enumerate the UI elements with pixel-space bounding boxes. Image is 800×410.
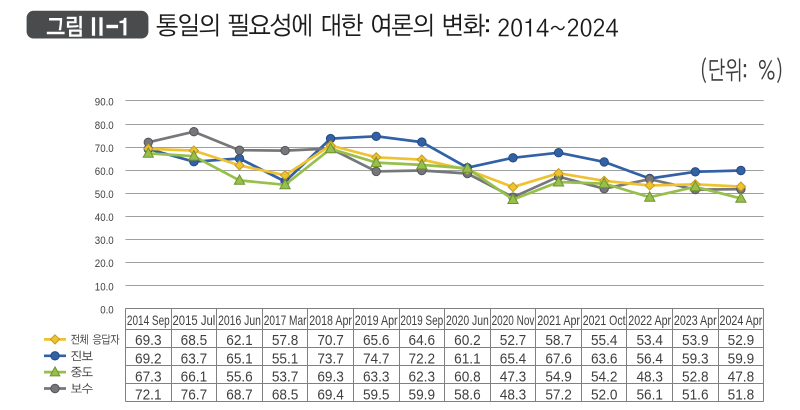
svg-text:60.8: 60.8 [454,368,481,385]
svg-text:52.7: 52.7 [500,332,527,349]
svg-text:62.3: 62.3 [409,368,436,385]
svg-text:72.1: 72.1 [135,387,162,404]
svg-text:63.3: 63.3 [363,368,390,385]
svg-text:51.6: 51.6 [682,387,709,404]
svg-text:56.4: 56.4 [636,350,663,367]
svg-text:69.4: 69.4 [317,387,344,404]
svg-text:72.2: 72.2 [409,350,436,367]
svg-text:30.0: 30.0 [95,235,114,247]
svg-text:40.0: 40.0 [95,212,114,224]
svg-text:2021 Apr: 2021 Apr [537,313,580,328]
svg-text:69.2: 69.2 [135,350,162,367]
svg-text:2021 Oct: 2021 Oct [583,313,626,328]
svg-text:2016 Jun: 2016 Jun [218,313,261,328]
svg-text:52.9: 52.9 [728,332,755,349]
svg-text:59.9: 59.9 [728,350,755,367]
svg-text:55.4: 55.4 [591,332,618,349]
svg-text:2017 Mar: 2017 Mar [264,313,307,328]
svg-text:10.0: 10.0 [95,281,114,293]
svg-text:54.9: 54.9 [545,368,572,385]
svg-text:2020 Jun: 2020 Jun [446,313,489,328]
svg-text:2015 Jul: 2015 Jul [173,313,216,328]
svg-text:48.3: 48.3 [500,387,527,404]
svg-text:53.7: 53.7 [272,368,299,385]
svg-text:63.7: 63.7 [181,350,208,367]
svg-text:54.2: 54.2 [591,368,618,385]
svg-text:59.5: 59.5 [363,387,390,404]
svg-text:70.0: 70.0 [95,143,114,155]
svg-text:48.3: 48.3 [636,368,663,385]
svg-text:63.6: 63.6 [591,350,618,367]
svg-text:80.0: 80.0 [95,120,114,132]
svg-text:2023 Apr: 2023 Apr [674,313,717,328]
svg-text:65.1: 65.1 [226,350,253,367]
svg-text:60.2: 60.2 [454,332,481,349]
svg-text:52.8: 52.8 [682,368,709,385]
svg-text:69.3: 69.3 [135,332,162,349]
svg-text:70.7: 70.7 [317,332,344,349]
svg-text:47.8: 47.8 [728,368,755,385]
svg-text:2014 Sep: 2014 Sep [127,313,170,328]
svg-text:67.6: 67.6 [545,350,572,367]
svg-text:47.3: 47.3 [500,368,527,385]
svg-text:0.0: 0.0 [100,304,114,316]
svg-text:68.7: 68.7 [226,387,253,404]
svg-text:52.0: 52.0 [591,387,618,404]
svg-text:20.0: 20.0 [95,258,114,270]
svg-text:74.7: 74.7 [363,350,390,367]
svg-text:55.1: 55.1 [272,350,299,367]
svg-text:59.9: 59.9 [409,387,436,404]
svg-text:65.4: 65.4 [500,350,527,367]
svg-text:66.1: 66.1 [181,368,208,385]
svg-text:57.8: 57.8 [272,332,299,349]
svg-text:53.9: 53.9 [682,332,709,349]
svg-text:55.6: 55.6 [226,368,253,385]
svg-text:2018 Apr: 2018 Apr [309,313,352,328]
svg-text:59.3: 59.3 [682,350,709,367]
svg-text:56.1: 56.1 [636,387,663,404]
svg-text:2019 Sep: 2019 Sep [400,313,443,328]
svg-text:61.1: 61.1 [454,350,481,367]
svg-text:73.7: 73.7 [317,350,344,367]
svg-text:68.5: 68.5 [272,387,299,404]
svg-text:65.6: 65.6 [363,332,390,349]
svg-text:2019 Apr: 2019 Apr [355,313,398,328]
svg-text:2022 Apr: 2022 Apr [628,313,671,328]
svg-text:50.0: 50.0 [95,189,114,201]
svg-text:2024 Apr: 2024 Apr [720,313,763,328]
svg-text:67.3: 67.3 [135,368,162,385]
svg-text:51.8: 51.8 [728,387,755,404]
svg-text:90.0: 90.0 [95,97,114,109]
svg-text:58.7: 58.7 [545,332,572,349]
svg-text:57.2: 57.2 [545,387,572,404]
svg-text:64.6: 64.6 [409,332,436,349]
svg-text:53.4: 53.4 [636,332,663,349]
svg-text:2020 Nov: 2020 Nov [492,313,535,328]
svg-text:58.6: 58.6 [454,387,481,404]
svg-text:76.7: 76.7 [181,387,208,404]
svg-text:60.0: 60.0 [95,166,114,178]
svg-text:62.1: 62.1 [226,332,253,349]
svg-text:69.3: 69.3 [317,368,344,385]
svg-text:68.5: 68.5 [181,332,208,349]
